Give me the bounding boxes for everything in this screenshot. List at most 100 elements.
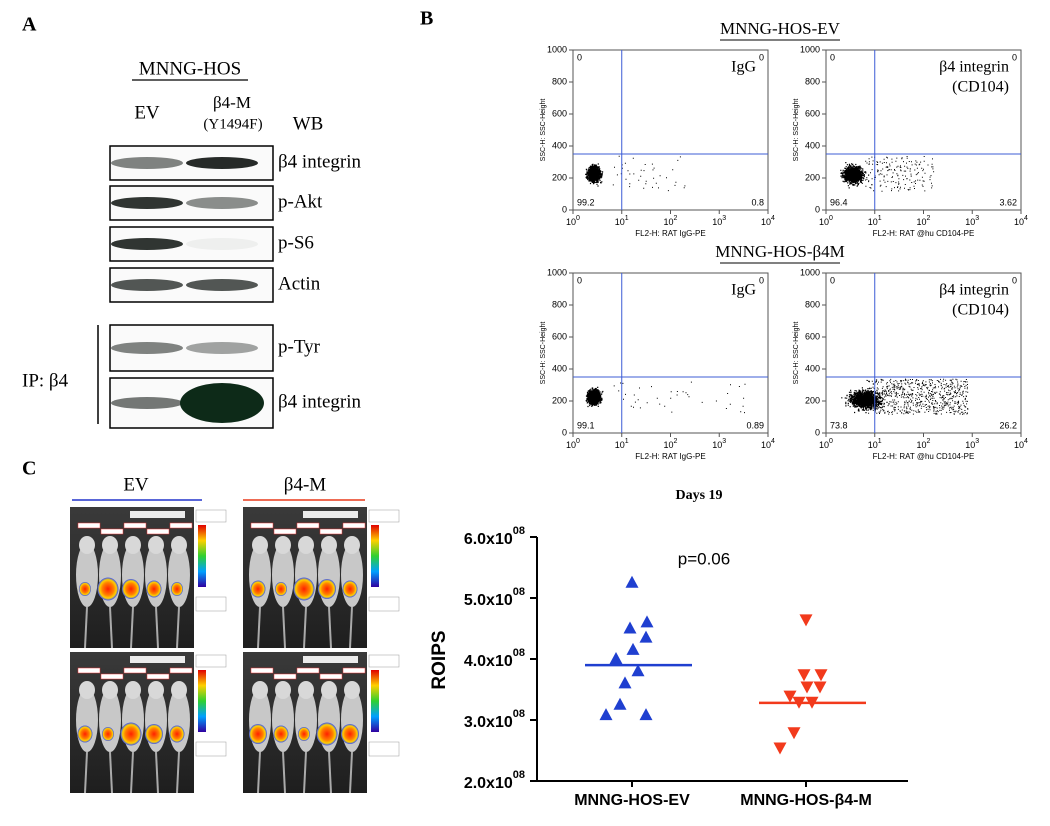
quadrant-value: 99.2: [577, 197, 595, 207]
color-bar: [371, 525, 379, 587]
info-box: [303, 511, 358, 518]
tick-base: 10: [868, 440, 878, 450]
y-tick-label: 1000: [547, 267, 567, 277]
label-tag: [250, 667, 274, 674]
color-bar: [198, 670, 206, 732]
y-tick-label: 800: [805, 76, 820, 86]
data-point: [599, 708, 613, 721]
tick-base: 10: [1014, 217, 1024, 227]
lane-label: EV: [134, 102, 160, 123]
tick-base: 10: [761, 440, 771, 450]
mouse-head: [125, 536, 141, 554]
y-tick-label: 800: [552, 76, 567, 86]
y-tick-label: 200: [805, 172, 820, 182]
tick-base: 10: [1014, 440, 1024, 450]
data-point: [787, 727, 801, 740]
blot-band: [111, 238, 183, 250]
y-tick-label: 200: [552, 395, 567, 405]
data-point: [814, 669, 828, 682]
quadrant-value: 0.8: [751, 197, 764, 207]
data-point: [609, 652, 623, 664]
quadrant-value: 0: [830, 52, 835, 62]
y-tick-label: 600: [552, 331, 567, 341]
label-tag: [342, 667, 366, 674]
mouse-tail: [84, 751, 88, 794]
panel-label: A: [22, 14, 37, 36]
data-point: [639, 708, 653, 721]
tick-exponent: 4: [1024, 438, 1028, 445]
quadrant-value: 99.1: [577, 420, 595, 430]
blot-label: p-Tyr: [278, 336, 321, 357]
y-axis-label: ROIPS: [429, 630, 450, 689]
x-tick-label: 102: [917, 438, 931, 451]
label-tag: [100, 673, 124, 680]
y-tick-label: 200: [805, 395, 820, 405]
info-box: [368, 596, 400, 612]
label-tag: [342, 522, 366, 529]
signal-blob: [145, 724, 163, 744]
y-tick-label: 2.0x1008: [464, 769, 525, 792]
data-point: [631, 664, 645, 677]
quadrant-value: 73.8: [830, 420, 848, 430]
y-axis-label: SSC-H: SSC-Height: [793, 322, 800, 385]
tick-exponent: 2: [674, 215, 678, 222]
mouse-tail: [155, 751, 159, 794]
label-tag: [273, 673, 297, 680]
tick-base: 10: [566, 440, 576, 450]
quadrant-value: 0.89: [746, 420, 764, 430]
tick-exponent: 2: [674, 438, 678, 445]
mouse-head: [344, 536, 360, 554]
tick-exponent: 08: [513, 647, 525, 659]
stain-label: β4 integrin: [939, 282, 1009, 299]
tick-exponent: 08: [513, 708, 525, 720]
data-point: [800, 681, 814, 694]
data-point: [805, 696, 819, 709]
plot-frame: [572, 49, 769, 211]
label-tag: [123, 667, 147, 674]
mouse-head: [148, 536, 164, 554]
x-tick-label: 102: [917, 215, 931, 228]
x-tick-label: 100: [819, 215, 833, 228]
blot-band: [186, 279, 258, 291]
lane-label: β4-M: [213, 93, 251, 112]
y-tick-label: 5.0x1008: [464, 586, 525, 609]
y-axis-label: SSC-H: SSC-Height: [540, 99, 547, 162]
y-tick-label: 3.0x1008: [464, 708, 525, 731]
quadrant-value: 96.4: [830, 197, 848, 207]
tick-mantissa: 5.0x10: [464, 592, 513, 609]
signal-blob: [146, 580, 162, 598]
data-point: [797, 669, 811, 682]
mouse-head: [252, 681, 268, 699]
label-tag: [319, 673, 343, 680]
x-tick-label: 104: [1014, 438, 1028, 451]
panel-label: B: [420, 8, 433, 30]
tick-exponent: 4: [1024, 215, 1028, 222]
x-tick-label: 104: [761, 215, 775, 228]
signal-blob: [169, 725, 185, 743]
mouse-head: [321, 681, 337, 699]
mouse-head: [171, 681, 187, 699]
label-tag: [77, 522, 101, 529]
x-tick-label: 103: [712, 215, 726, 228]
tick-exponent: 2: [927, 215, 931, 222]
signal-blob: [122, 579, 140, 599]
x-axis-label: FL2-H: RAT IgG-PE: [635, 452, 705, 461]
quadrant-value: 0: [577, 275, 582, 285]
x-axis-label: FL2-H: RAT @hu CD104-PE: [873, 452, 975, 461]
mouse-tail: [328, 606, 332, 649]
info-box: [130, 656, 185, 663]
y-tick-label: 800: [552, 299, 567, 309]
color-bar: [198, 525, 206, 587]
label-tag: [169, 667, 193, 674]
tick-exponent: 2: [927, 438, 931, 445]
blot-band: [111, 157, 183, 169]
tick-mantissa: 2.0x10: [464, 775, 513, 792]
data-point: [813, 681, 827, 694]
tick-base: 10: [819, 440, 829, 450]
x-tick-label: 104: [1014, 215, 1028, 228]
group-title: MNNG-HOS-β4M: [715, 242, 845, 261]
x-axis-label: FL2-H: RAT @hu CD104-PE: [873, 229, 975, 238]
label-tag: [123, 522, 147, 529]
x-axis-label: FL2-H: RAT IgG-PE: [635, 229, 705, 238]
ip-label: IP: β4: [22, 370, 69, 391]
